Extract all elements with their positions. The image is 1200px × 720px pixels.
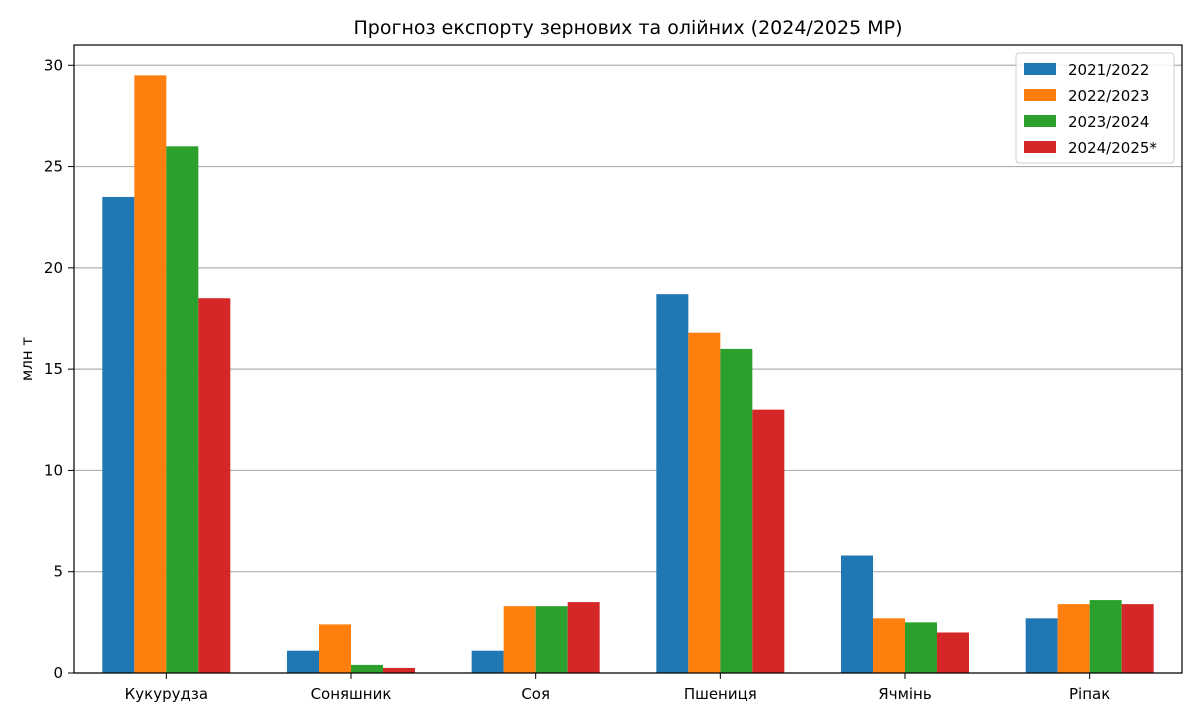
y-tick-label: 20 [44,259,63,277]
legend-label: 2022/2023 [1068,87,1149,105]
legend-label: 2021/2022 [1068,61,1149,79]
x-tick-label: Пшениця [684,685,757,703]
bar-2023/2024-Ячмінь [905,622,937,673]
bar-2023/2024-Пшениця [720,348,753,673]
x-tick-label: Соняшник [311,685,392,703]
legend-swatch [1024,115,1056,127]
bar-2022/2023-Ячмінь [873,618,905,673]
bar-2021/2022-Кукурудза [102,196,135,673]
legend-label: 2024/2025* [1068,139,1157,157]
bar-2021/2022-Пшениця [656,294,689,673]
y-tick-label: 0 [53,664,63,682]
bar-2024/2025*-Кукурудза [198,298,231,673]
y-tick-label: 10 [44,461,63,479]
bar-2024/2025*-Пшениця [752,409,785,673]
bar-2021/2022-Ячмінь [841,555,873,673]
y-axis-ticks: 0 5 10 15 20 25 30 [44,56,74,682]
legend-swatch [1024,141,1056,153]
plot-area-frame [73,44,1183,674]
x-tick-label: Ячмінь [878,685,931,703]
bars [102,75,1154,674]
x-tick-label: Соя [521,685,550,703]
legend-swatch [1024,63,1056,75]
bar-2022/2023-Кукурудза [134,75,167,674]
bar-2023/2024-Соя [535,606,568,673]
bar-2021/2022-Соняшник [287,650,319,673]
bar-2022/2023-Соняшник [319,624,351,673]
legend-frame [1015,52,1175,164]
bar-2024/2025*-Ячмінь [937,632,969,673]
y-tick-label: 25 [44,158,63,176]
bar-2024/2025*-Соняшник [383,667,415,673]
y-tick-label: 5 [53,563,63,581]
bar-2022/2023-Пшениця [688,332,721,673]
bar-2023/2024-Ріпак [1089,600,1122,673]
chart-title: Прогноз експорту зернових та олійних (20… [354,17,903,39]
grid-lines [74,64,1182,674]
bar-2022/2023-Ріпак [1057,604,1090,673]
y-tick-label: 15 [44,360,63,378]
x-tick-label: Кукурудза [125,685,208,703]
bar-2021/2022-Ріпак [1025,618,1058,673]
x-axis-ticks: Кукурудза Соняшник Соя Пшениця Ячмінь Ріпак [125,673,1110,703]
bar-2023/2024-Кукурудза [166,146,199,673]
bar-2022/2023-Соя [503,606,536,673]
bar-2024/2025*-Ріпак [1121,604,1154,673]
legend-label: 2023/2024 [1068,113,1149,131]
legend: 2021/2022 2022/2023 2023/2024 2024/2025* [1015,52,1175,164]
bar-2024/2025*-Соя [567,602,600,673]
bar-2023/2024-Соняшник [351,664,383,673]
y-tick-label: 30 [44,56,63,74]
legend-swatch [1024,89,1056,101]
bar-2021/2022-Соя [471,650,504,673]
y-axis-label: млн т [18,337,36,381]
x-tick-label: Ріпак [1069,685,1110,703]
